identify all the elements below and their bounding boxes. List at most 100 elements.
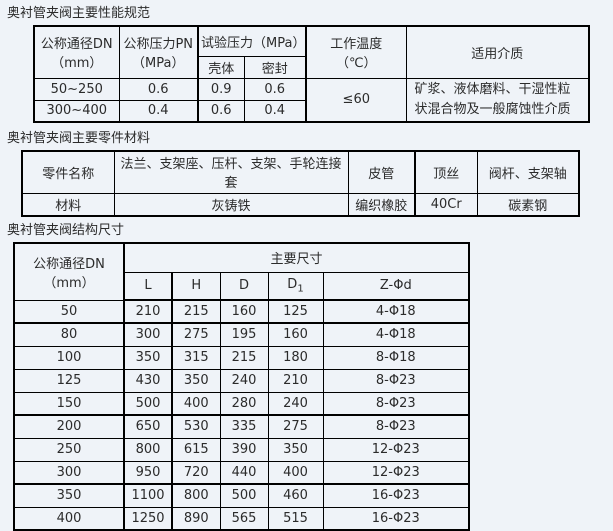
- cell-dimension: 8-Φ23: [322, 414, 470, 439]
- dimension-row: 100 350 315 215 180 8-Φ18: [13, 345, 470, 370]
- cell-dimension: 16-Φ23: [322, 506, 470, 531]
- header-work-temp-line1: 工作温度: [330, 37, 383, 53]
- cell-dimension: 400: [267, 460, 324, 485]
- materials-part-cell: 皮管: [347, 150, 416, 194]
- cell-dn: 100: [13, 345, 125, 370]
- cell-dimension: 8-Φ23: [322, 368, 470, 393]
- cell-dn: 200: [13, 414, 125, 439]
- header-col-h: H: [171, 271, 221, 301]
- cell-dimension: 350: [267, 437, 324, 462]
- label-part-name: 零件名称: [21, 150, 115, 194]
- performance-data-row: 50~250 0.6 0.9 0.6 ≤60 矿浆、液体磨料、干湿性粒状混合物及…: [33, 77, 590, 123]
- materials-material-cell: 碳素钢: [476, 192, 580, 217]
- cell-dimension: 275: [171, 322, 221, 347]
- cell-dimension: 720: [171, 460, 221, 485]
- header-dn-line2: （mm）: [51, 56, 103, 72]
- cell-dn: 250: [13, 437, 125, 462]
- cell-dimension: 12-Φ23: [322, 437, 470, 462]
- header-pn-line2: （MPa）: [132, 56, 185, 72]
- cell-dimension: 890: [171, 506, 221, 531]
- cell-dimension: 800: [171, 483, 221, 508]
- dimensions-tbody: 50 210 215 160 125 4-Φ18 80 300 275 195 160 4-Φ18 10…: [13, 299, 470, 531]
- dimensions-table: 公称通径DN （mm） 主要尺寸 L H D D1 Z-Φd 50 210 215 1…: [13, 242, 471, 531]
- cell-dimension: 4-Φ18: [322, 299, 470, 324]
- cell-dimension: 500: [123, 391, 173, 416]
- dimension-row: 50 210 215 160 125 4-Φ18: [13, 299, 470, 324]
- header-dn: 公称通径DN （mm）: [13, 242, 125, 301]
- header-col-d1-sub: 1: [297, 283, 304, 295]
- cell-dimension: 400: [171, 391, 221, 416]
- cell-dn: 80: [13, 322, 125, 347]
- cell-dimension: 430: [123, 368, 173, 393]
- materials-part-cell: 法兰、支架座、压杆、支架、手轮连接套: [113, 150, 349, 194]
- cell-seal: 0.6: [243, 77, 307, 101]
- header-col-d1-base: D: [287, 276, 298, 292]
- dimension-row: 300 950 720 440 400 12-Φ23: [13, 460, 470, 485]
- cell-dimension: 280: [219, 391, 269, 416]
- cell-seal: 0.4: [243, 99, 307, 123]
- cell-dimension: 16-Φ23: [322, 483, 470, 508]
- header-col-l: L: [123, 271, 173, 301]
- dimension-row: 125 430 350 240 210 8-Φ23: [13, 368, 470, 393]
- cell-dimension: 160: [219, 299, 269, 324]
- label-material: 材料: [21, 192, 115, 217]
- performance-header-row-1: 公称通径DN （mm） 公称压力PN （MPa） 试验压力（MPa） 工作温度 …: [33, 25, 590, 79]
- cell-dimension: 8-Φ18: [322, 345, 470, 370]
- header-dn-line1: 公称通径DN: [40, 37, 113, 53]
- cell-dn: 300: [13, 460, 125, 485]
- cell-dimension: 275: [267, 414, 324, 439]
- cell-dimension: 530: [171, 414, 221, 439]
- cell-dimension: 4-Φ18: [322, 322, 470, 347]
- cell-dn: 350: [13, 483, 125, 508]
- dimension-row: 250 800 615 390 350 12-Φ23: [13, 437, 470, 462]
- materials-material-cell: 灰铸铁: [113, 192, 349, 217]
- cell-dimension: 300: [123, 322, 173, 347]
- header-seal: 密封: [243, 55, 307, 79]
- cell-dimension: 215: [171, 299, 221, 324]
- dimension-row: 80 300 275 195 160 4-Φ18: [13, 322, 470, 347]
- dimensions-header-row-1: 公称通径DN （mm） 主要尺寸: [13, 242, 470, 301]
- cell-dimension: 800: [123, 437, 173, 462]
- cell-pn: 0.6: [118, 77, 199, 101]
- cell-dimension: 460: [267, 483, 324, 508]
- cell-work-temp: ≤60: [305, 77, 407, 123]
- cell-dimension: 615: [171, 437, 221, 462]
- section-title-materials: 奥衬管夹阀主要零件材料: [7, 131, 151, 146]
- header-dn-line1: 公称通径DN: [33, 256, 105, 272]
- cell-dimension: 240: [219, 368, 269, 393]
- cell-shell: 0.6: [197, 99, 245, 123]
- header-pn-line1: 公称压力PN: [123, 37, 194, 53]
- cell-dimension: 195: [219, 322, 269, 347]
- cell-dimension: 315: [171, 345, 221, 370]
- materials-material-cell: 40Cr: [414, 192, 478, 217]
- cell-dimension: 350: [171, 368, 221, 393]
- cell-dimension: 500: [219, 483, 269, 508]
- cell-dimension: 240: [267, 391, 324, 416]
- dimension-row: 350 1100 800 500 460 16-Φ23: [13, 483, 470, 508]
- header-test-pressure: 试验压力（MPa）: [196, 25, 307, 57]
- dimension-row: 200 650 530 335 275 8-Φ23: [13, 414, 470, 439]
- cell-dimension: 1250: [123, 506, 173, 531]
- cell-shell: 0.9: [197, 77, 245, 101]
- cell-dimension: 160: [267, 322, 324, 347]
- cell-dn: 125: [13, 368, 125, 393]
- cell-media: 矿浆、液体磨料、干湿性粒状混合物及一般腐蚀性介质: [405, 77, 590, 123]
- cell-dimension: 125: [267, 299, 324, 324]
- cell-dimension: 335: [219, 414, 269, 439]
- header-media: 适用介质: [405, 25, 590, 79]
- materials-material-row: 材料 灰铸铁 编织橡胶 40Cr 碳素钢: [21, 192, 580, 217]
- cell-dn: 50~250: [33, 77, 120, 101]
- cell-dimension: 210: [267, 368, 324, 393]
- cell-dimension: 390: [219, 437, 269, 462]
- cell-dn: 400: [13, 506, 125, 531]
- dimension-row: 400 1250 890 565 515 16-Φ23: [13, 506, 470, 531]
- materials-part-cell: 顶丝: [414, 150, 478, 194]
- header-pn: 公称压力PN （MPa）: [118, 25, 199, 79]
- cell-dimension: 565: [219, 506, 269, 531]
- cell-dn: 50: [13, 299, 125, 324]
- header-work-temp-line2: （℃）: [335, 56, 377, 72]
- performance-data-row: 300~400 0.4 0.6 0.4: [33, 99, 589, 123]
- header-work-temp: 工作温度 （℃）: [305, 25, 407, 79]
- header-dn: 公称通径DN （mm）: [33, 25, 120, 79]
- section-title-performance: 奥衬管夹阀主要性能规范: [7, 6, 151, 21]
